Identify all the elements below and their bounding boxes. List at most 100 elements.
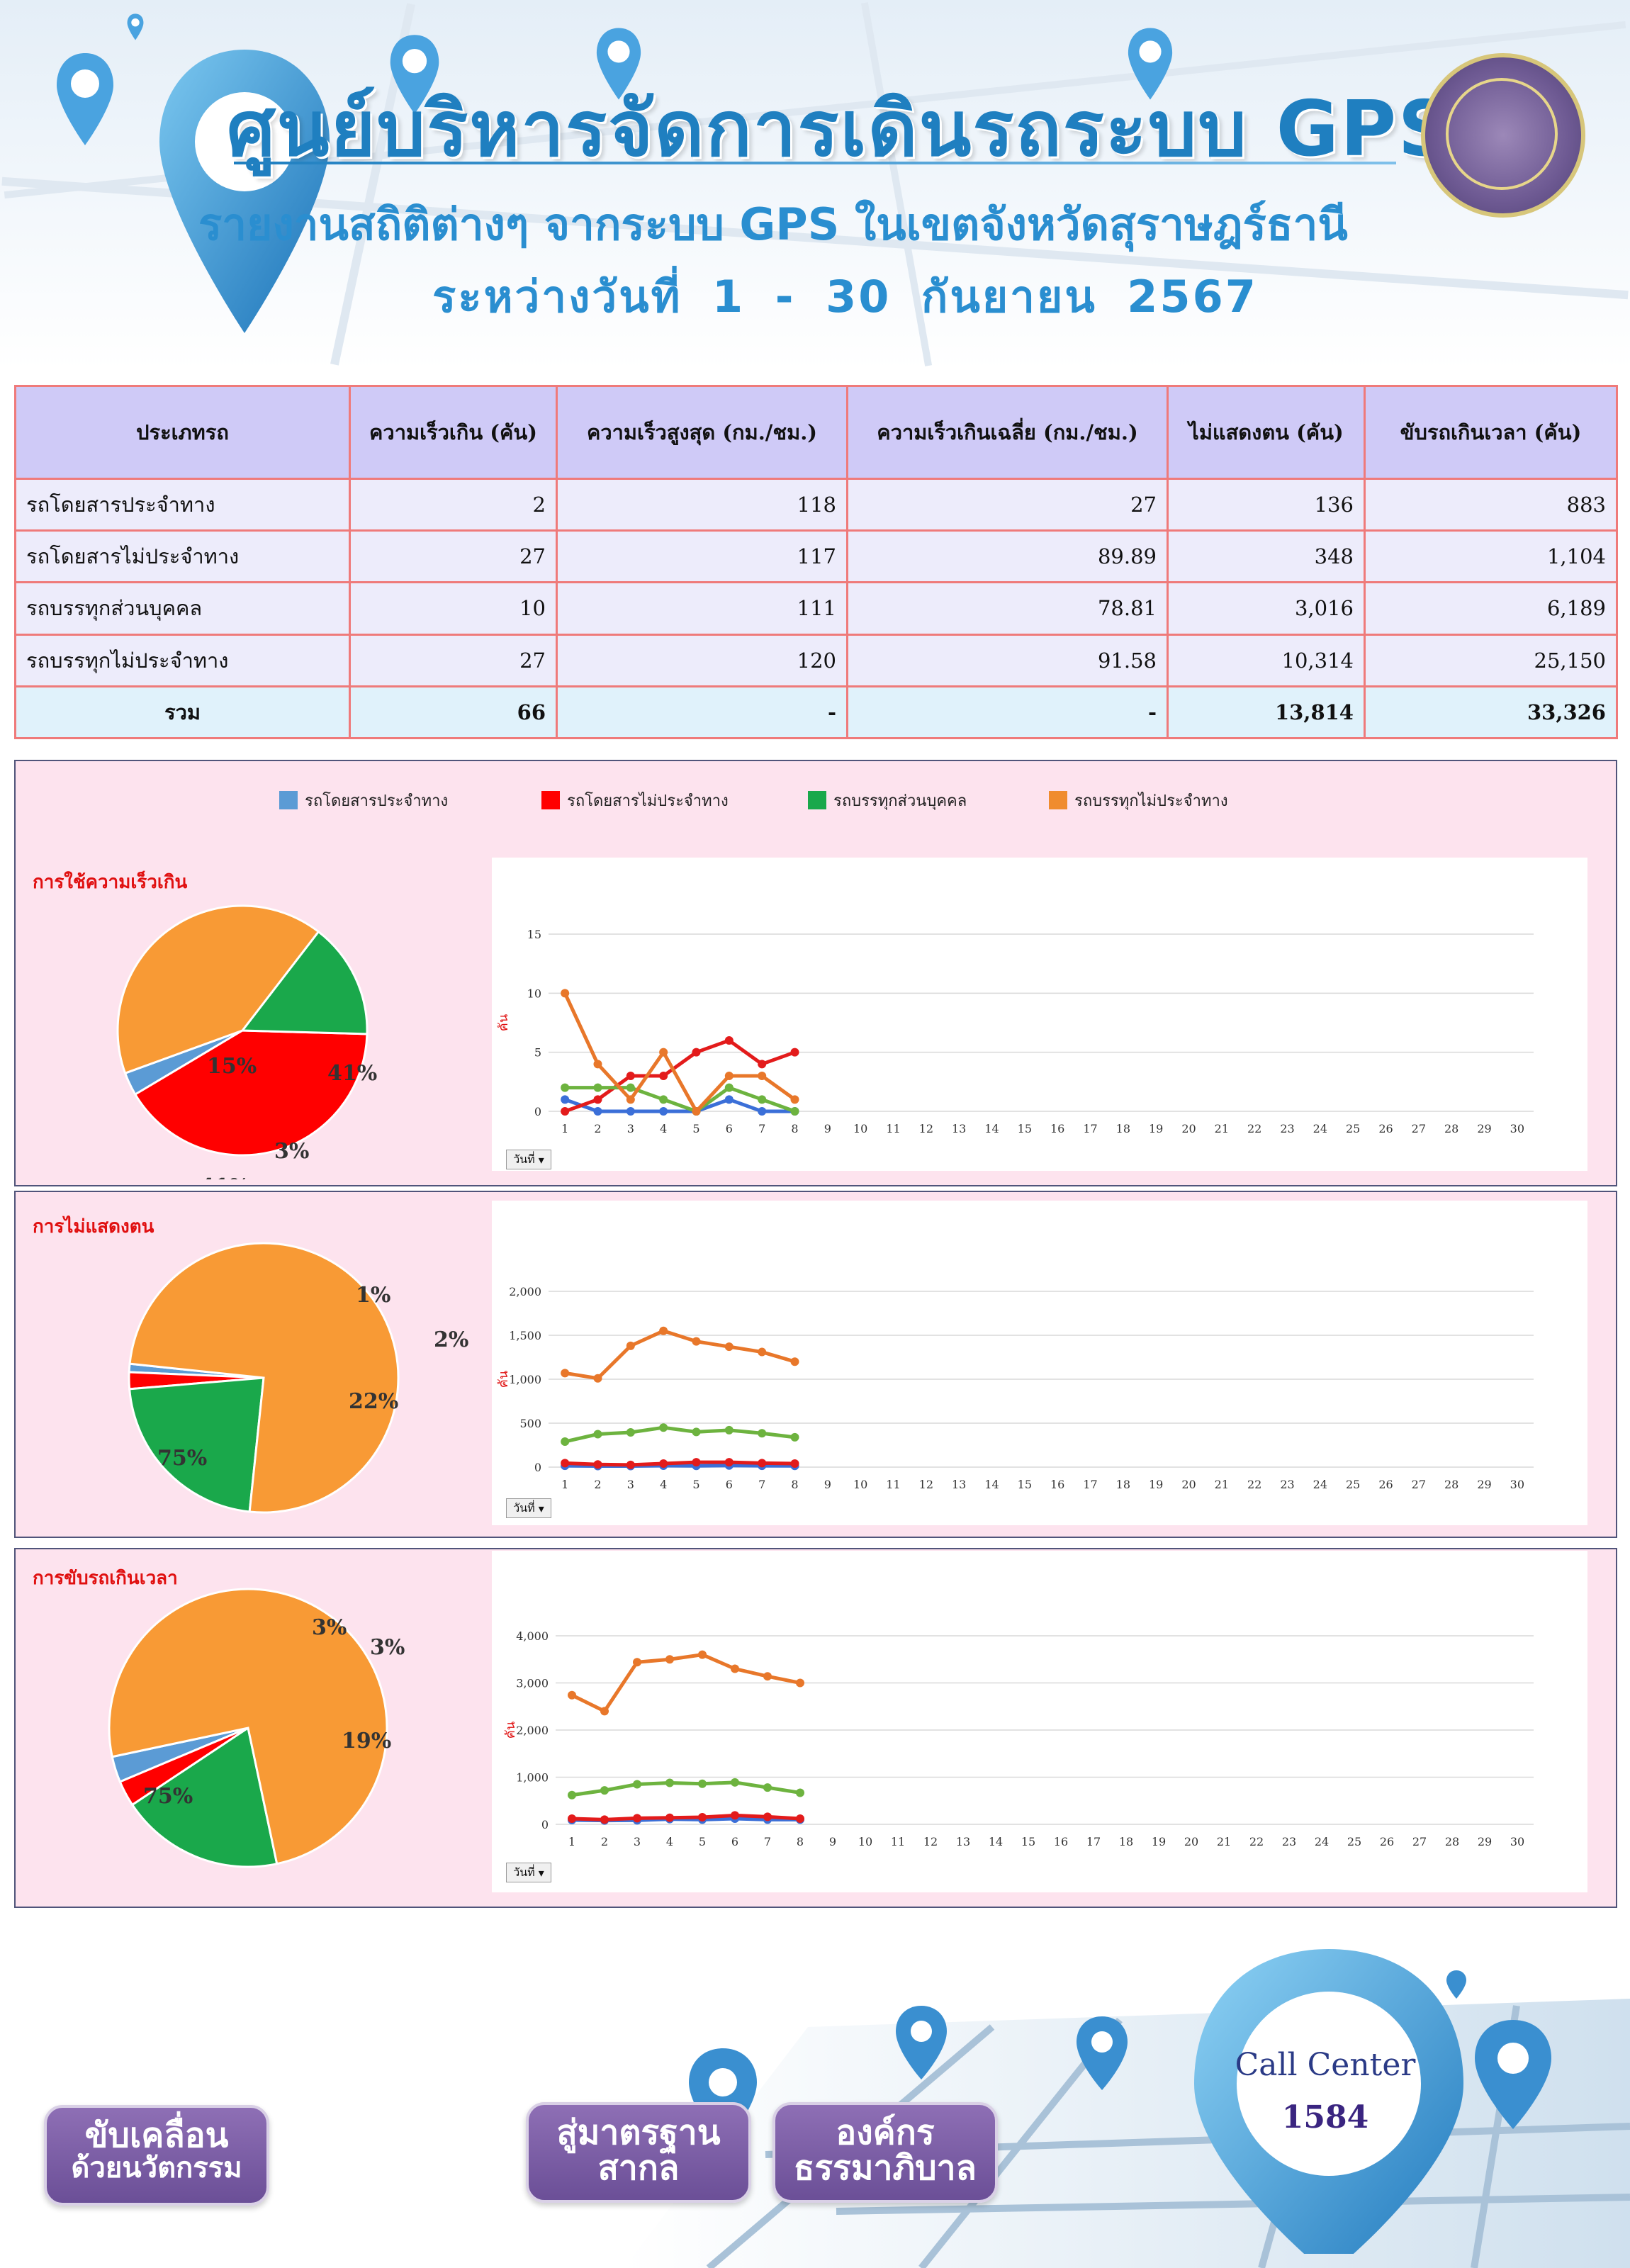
table-cell: 27: [349, 529, 558, 584]
no-identification-chart-panel: การไม่แสดงตน 1% 2% 22% 75% 0 500 1,000 1,500 2,…: [14, 1191, 1617, 1538]
x-tick-label: 1: [561, 1478, 568, 1491]
data-point: [659, 1095, 668, 1104]
series-line: [571, 1780, 801, 1797]
legend-swatch: [1049, 791, 1067, 809]
x-tick-label: 21: [1217, 1835, 1231, 1848]
map-pin-icon: [57, 53, 113, 145]
x-tick-label: 3: [634, 1835, 641, 1848]
department-seal-ring: [1446, 78, 1558, 190]
data-point: [561, 1369, 570, 1378]
data-point: [593, 1374, 602, 1383]
table-cell: 120: [556, 633, 848, 687]
x-tick-label: 22: [1249, 1835, 1264, 1848]
data-point: [724, 1072, 734, 1080]
y-tick-label: 1,500: [509, 1329, 541, 1342]
data-point: [626, 1341, 635, 1350]
table-row: รถโดยสารไม่ประจำทาง 27 117 89.89 348 1,1…: [14, 529, 1618, 584]
pie-data-label: 3%: [370, 1635, 405, 1660]
no-identification-pie-chart: 1% 2% 22% 75%: [128, 1242, 468, 1514]
map-pin-icon: [1128, 28, 1173, 100]
x-tick-label: 7: [758, 1122, 765, 1135]
data-point: [568, 1790, 576, 1800]
data-point: [698, 1650, 707, 1659]
data-point: [665, 1655, 674, 1664]
x-tick-label: 28: [1444, 1122, 1458, 1135]
x-tick-label: 4: [666, 1835, 673, 1848]
badge-international-standard: สู่มาตรฐาน สากล: [526, 2102, 751, 2203]
day-filter-dropdown[interactable]: วันที่ ▾: [506, 1863, 551, 1882]
call-center-number: 1584: [1281, 2099, 1369, 2135]
x-tick-label: 1: [561, 1122, 568, 1135]
y-tick-label: 2,000: [516, 1724, 549, 1737]
y-tick-label: 1,000: [516, 1771, 549, 1785]
data-point: [659, 1423, 668, 1432]
data-point: [561, 1095, 570, 1104]
column-header: ความเร็วเกิน (คัน): [349, 385, 558, 480]
data-point: [790, 1357, 799, 1366]
legend-label: รถโดยสารไม่ประจำทาง: [567, 792, 729, 810]
x-tick-label: 1: [568, 1835, 575, 1848]
data-point: [724, 1342, 734, 1352]
x-tick-label: 14: [984, 1122, 999, 1135]
legend-swatch: [541, 791, 560, 809]
data-point: [626, 1095, 635, 1104]
x-tick-label: 30: [1510, 1122, 1524, 1135]
x-tick-label: 20: [1181, 1122, 1196, 1135]
chart-title: การขับรถเกินเวลา: [33, 1568, 178, 1589]
x-tick-label: 5: [692, 1478, 699, 1491]
pie-data-label: 19%: [342, 1729, 391, 1753]
table-cell: 78.81: [846, 581, 1169, 636]
data-point: [796, 1678, 804, 1688]
x-tick-label: 6: [726, 1122, 733, 1135]
y-tick-label: 500: [519, 1417, 541, 1430]
vehicle-type-cell: รถโดยสารไม่ประจำทาง: [14, 529, 351, 584]
series-line: [564, 1425, 795, 1444]
pie-slice: [130, 1726, 279, 1868]
data-point: [758, 1347, 767, 1357]
speeding-pie-chart: 3% 41% 15% 41%: [116, 904, 377, 1179]
legend-swatch: [808, 791, 826, 809]
data-point: [600, 1786, 609, 1795]
data-point: [633, 1658, 641, 1667]
data-point: [724, 1095, 734, 1104]
data-point: [561, 1437, 570, 1447]
data-point: [659, 1048, 668, 1057]
x-tick-label: 3: [627, 1478, 634, 1491]
x-tick-label: 24: [1313, 1122, 1327, 1135]
legend-item: รถโดยสารไม่ประจำทาง: [541, 790, 729, 811]
chart-title: การไม่แสดงตน: [33, 1216, 154, 1237]
map-pin-icon: [159, 50, 330, 333]
day-filter-dropdown[interactable]: วันที่ ▾: [506, 1498, 551, 1518]
speeding-line-chart-area: 0 5 10 15 1 2 3 4 5 6 7 8 9 10 11 12 13 14 15 16 17 18 19 20 21 2…: [492, 858, 1587, 1171]
table-cell: 27: [846, 477, 1169, 532]
chevron-down-icon: ▾: [538, 1865, 544, 1880]
data-point: [763, 1672, 772, 1681]
pie-slice: [128, 1376, 265, 1513]
x-tick-label: 26: [1380, 1835, 1394, 1848]
x-tick-label: 25: [1347, 1835, 1361, 1848]
vehicle-type-cell: รถบรรทุกไม่ประจำทาง: [14, 633, 351, 687]
day-filter-dropdown[interactable]: วันที่ ▾: [506, 1150, 551, 1169]
x-tick-label: 21: [1215, 1122, 1229, 1135]
no-identification-line-chart-area: 0 500 1,000 1,500 2,000 1 2 3 4 5 6 7 8 9 10 11 12 13 14 15…: [492, 1201, 1587, 1525]
data-point: [731, 1664, 739, 1673]
stats-table: ประเภทรถ ความเร็วเกิน (คัน) ความเร็วสูงส…: [14, 385, 1618, 740]
series-line: [571, 1813, 801, 1821]
pie-data-label: 2%: [434, 1327, 468, 1352]
legend-label: รถบรรทุกส่วนบุคคล: [833, 792, 967, 810]
x-tick-label: 22: [1247, 1122, 1261, 1135]
chevron-down-icon: ▾: [538, 1152, 544, 1167]
badge-line1: องค์กร: [836, 2113, 935, 2152]
table-cell: 89.89: [846, 529, 1169, 584]
x-tick-label: 29: [1477, 1122, 1491, 1135]
data-point: [758, 1429, 767, 1438]
column-header: ประเภทรถ: [14, 385, 351, 480]
x-tick-label: 27: [1412, 1478, 1426, 1491]
legend-swatch: [279, 791, 298, 809]
title-underline: [234, 162, 1396, 164]
data-point: [659, 1107, 668, 1116]
series-line: [570, 1653, 801, 1713]
pie-data-label: 75%: [143, 1784, 193, 1809]
